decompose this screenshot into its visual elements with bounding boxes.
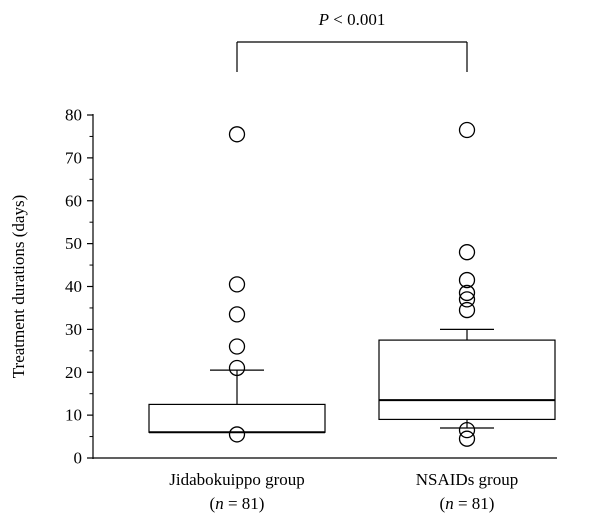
outlier-point [458,291,476,308]
box-group [378,121,556,447]
box-iqr [378,339,556,421]
y-tick-label: 60 [65,191,82,210]
y-tick-label: 30 [65,320,82,339]
outlier-point [228,426,246,443]
x-axis-labels: Jidabokuippo group (n = 81) NSAIDs group (n… [169,470,518,513]
y-tick-label: 70 [65,148,82,167]
y-tick-label: 50 [65,234,82,253]
outlier-point [458,121,476,139]
significance-value: < 0.001 [329,10,385,29]
box-groups [148,121,556,447]
outlier-point [228,359,246,377]
y-tick-label: 20 [65,363,82,382]
outlier-point [228,306,246,323]
x-category-label: Jidabokuippo group [169,470,305,489]
outlier-point [458,244,476,261]
outlier-point [458,271,476,289]
box-iqr [148,403,326,433]
significance-annotation: P < 0.001 [236,10,468,72]
box-group [148,126,326,443]
x-category-label: NSAIDs group [416,470,518,489]
y-tick-label: 10 [65,406,82,425]
outlier-point [458,284,476,302]
y-tick-label: 40 [65,277,82,296]
outlier-point [458,430,476,447]
y-tick-label: 80 [65,106,82,125]
x-category-n-label: (n = 81) [440,494,495,513]
outlier-point [458,301,476,319]
significance-p-symbol: P [318,10,329,29]
outlier-point [228,126,246,143]
y-tick-label: 0 [74,449,83,468]
outlier-point [228,276,246,293]
x-category-n-label: (n = 81) [210,494,265,513]
outlier-point [228,338,246,355]
y-axis-title: Treatment durations (days) [9,195,28,379]
outlier-point [458,421,476,439]
significance-label: P < 0.001 [318,10,386,29]
y-axis-ticks: 0 10 20 30 40 50 60 70 80 [65,106,93,468]
